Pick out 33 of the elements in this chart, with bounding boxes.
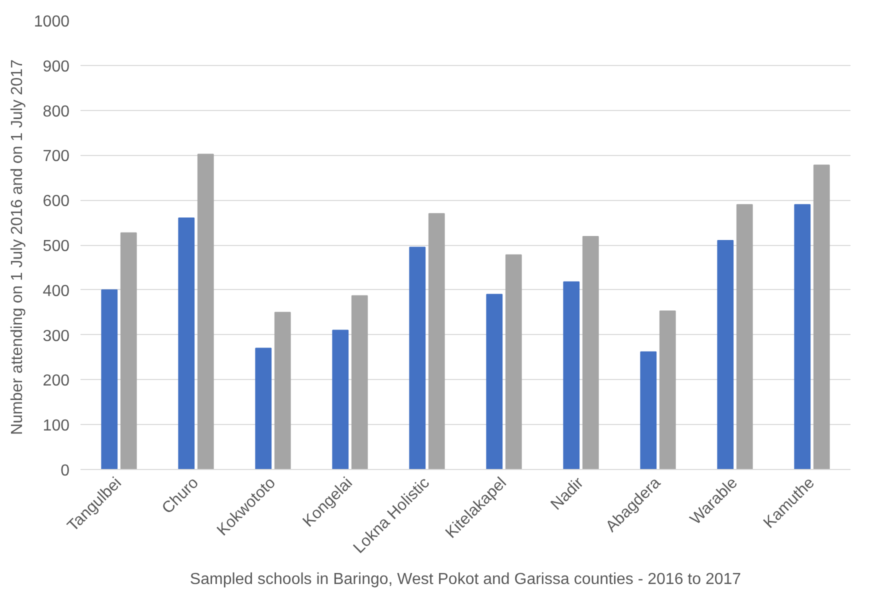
y-tick-label: 800 <box>42 103 70 120</box>
bar <box>794 204 811 470</box>
bar <box>640 351 657 470</box>
y-axis-title: Number attending on 1 July 2016 and on 1 July 2017 <box>8 59 26 435</box>
bar <box>563 281 580 470</box>
bar <box>332 330 349 470</box>
bar <box>197 154 214 470</box>
bar <box>120 232 137 470</box>
bar <box>813 164 830 470</box>
bar <box>255 348 272 470</box>
bar <box>409 246 426 470</box>
y-tick-label: 600 <box>42 193 70 210</box>
y-tick-label: 200 <box>42 372 70 390</box>
y-tick-label: 0 <box>60 462 70 480</box>
bar <box>717 240 734 470</box>
bar <box>582 236 599 470</box>
y-tick-label: 100 <box>42 418 70 435</box>
y-tick-label: 700 <box>42 148 70 166</box>
y-tick-label: 300 <box>42 328 70 345</box>
bar <box>178 218 195 470</box>
y-tick-label: 1000 <box>34 14 70 30</box>
y-tick-label: 500 <box>42 238 70 255</box>
bar <box>659 310 676 470</box>
bar <box>736 204 753 470</box>
y-tick-label: 400 <box>42 282 70 300</box>
bar <box>505 254 522 470</box>
bar <box>428 213 445 470</box>
y-tick-label: 900 <box>42 58 70 76</box>
bar <box>351 295 368 470</box>
x-axis-title: Sampled schools in Baringo, West Pokot and Garissa counties - 2016 to 2017 <box>190 570 742 588</box>
bar <box>101 289 118 470</box>
bar <box>486 294 503 470</box>
bar <box>274 312 291 470</box>
